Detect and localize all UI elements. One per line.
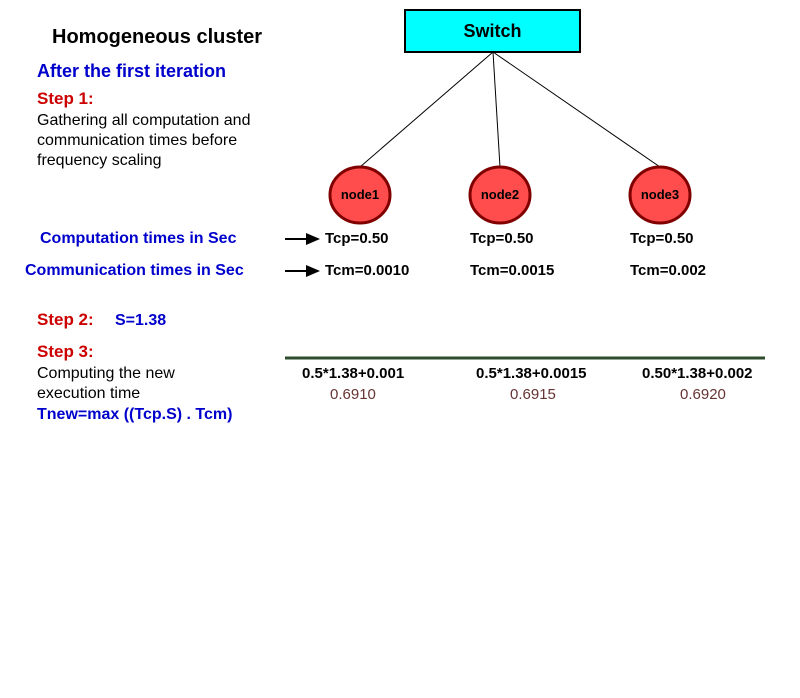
label-arrows xyxy=(285,239,318,271)
edge xyxy=(493,52,660,167)
step2-label: Step 2: xyxy=(37,310,94,329)
step3-line0: Computing the new xyxy=(37,365,175,382)
step1-label: Step 1: xyxy=(37,89,94,108)
tcm-value: Tcm=0.0015 xyxy=(470,262,554,279)
calc-expression: 0.5*1.38+0.001 xyxy=(302,365,404,382)
step2-value: S=1.38 xyxy=(115,312,166,329)
tcp-value: Tcp=0.50 xyxy=(630,230,694,247)
computation-label: Computation times in Sec xyxy=(40,230,237,247)
step3-label: Step 3: xyxy=(37,342,94,361)
edges-group xyxy=(360,52,660,167)
step3-line1: execution time xyxy=(37,385,140,402)
step3-formula: Tnew=max ((Tcp.S) . Tcm) xyxy=(37,406,232,423)
switch-group: Switch xyxy=(405,10,580,52)
tcp-value: Tcp=0.50 xyxy=(470,230,534,247)
diagram-canvas: Homogeneous cluster After the first iter… xyxy=(0,0,800,698)
calc-row: 0.5*1.38+0.001 0.6910 0.5*1.38+0.0015 0.691… xyxy=(302,365,753,403)
edge xyxy=(493,52,500,167)
tcm-value: Tcm=0.002 xyxy=(630,262,706,279)
calc-expression: 0.50*1.38+0.002 xyxy=(642,365,753,382)
node-label: node2 xyxy=(481,187,519,202)
step1-line2: frequency scaling xyxy=(37,152,162,169)
tcp-row: Tcp=0.50 Tcp=0.50 Tcp=0.50 xyxy=(325,230,694,247)
communication-label: Communication times in Sec xyxy=(25,262,244,279)
node-label: node3 xyxy=(641,187,679,202)
step1-line0: Gathering all computation and xyxy=(37,112,250,129)
calc-result: 0.6920 xyxy=(680,386,726,403)
edge xyxy=(360,52,493,167)
node-label: node1 xyxy=(341,187,379,202)
calc-result: 0.6910 xyxy=(330,386,376,403)
calc-expression: 0.5*1.38+0.0015 xyxy=(476,365,587,382)
title: Homogeneous cluster xyxy=(52,26,262,48)
tcp-value: Tcp=0.50 xyxy=(325,230,389,247)
nodes-group: node1 node2 node3 xyxy=(330,167,690,223)
subtitle: After the first iteration xyxy=(37,61,226,81)
calc-result: 0.6915 xyxy=(510,386,556,403)
tcm-value: Tcm=0.0010 xyxy=(325,262,409,279)
step1-line1: communication times before xyxy=(37,132,237,149)
switch-label: Switch xyxy=(463,21,521,41)
tcm-row: Tcm=0.0010 Tcm=0.0015 Tcm=0.002 xyxy=(325,262,706,279)
